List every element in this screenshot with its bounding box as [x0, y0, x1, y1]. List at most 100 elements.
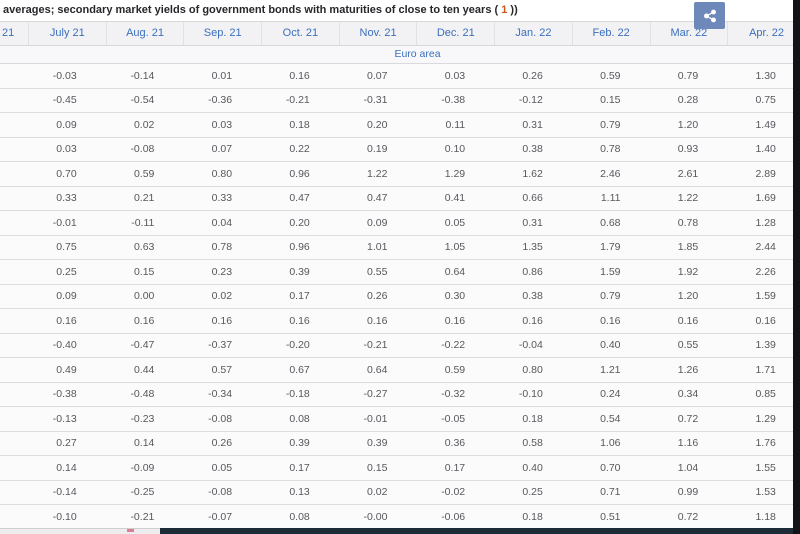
table-cell: -0.45: [52, 94, 77, 107]
table-cell: -0.01: [52, 216, 77, 229]
page-title-suffix: )): [507, 4, 518, 16]
table-cell: -0.10: [518, 388, 543, 401]
table-cell: 0.09: [56, 290, 77, 303]
table-cell: 0.16: [289, 69, 310, 82]
table-cell: 0.59: [600, 69, 621, 82]
table-cell: 0.39: [289, 437, 310, 450]
table-cell: 0.09: [56, 118, 77, 131]
table-cell: 0.31: [522, 118, 543, 131]
table-cell: -0.21: [363, 339, 388, 352]
table-cell: 0.22: [289, 143, 310, 156]
table-cell: 0.16: [600, 314, 621, 327]
table-cell: -0.25: [130, 486, 155, 499]
table-row: -0.38 -0.48 -0.34 -0.18 -0.27 -0.32 -0.10 0.24 0…: [0, 382, 800, 407]
table-cell: 0.79: [600, 290, 621, 303]
table-cell: 0.14: [56, 461, 77, 474]
table-cell: 1.18: [755, 510, 776, 523]
table-cell: 0.16: [367, 314, 388, 327]
table-cell: 0.16: [289, 314, 310, 327]
table-cell: 1.11: [600, 192, 621, 205]
table-cell: -0.02: [441, 486, 466, 499]
table-cell: -0.21: [285, 94, 310, 107]
table-cell: 1.55: [755, 461, 776, 474]
table-cell: 0.68: [600, 216, 621, 229]
table-cell: -0.37: [208, 339, 233, 352]
share-icon: [703, 9, 717, 23]
table-cell: 1.59: [600, 265, 621, 278]
table-cell: 0.02: [133, 118, 155, 131]
table-cell: -0.27: [363, 388, 388, 401]
table-cell: 2.26: [755, 265, 776, 278]
table-cell: 1.20: [677, 118, 699, 131]
table-cell: 0.16: [522, 314, 543, 327]
table-cell: -0.47: [130, 339, 155, 352]
table-cell: 0.07: [367, 69, 388, 82]
table-cell: 0.59: [444, 363, 466, 376]
table-cell: -0.22: [441, 339, 466, 352]
table-cell: 0.02: [211, 290, 233, 303]
table-cell: 1.59: [755, 290, 776, 303]
table-cell: 1.30: [755, 69, 776, 82]
table-cell: 0.39: [289, 265, 310, 278]
table-cell: 0.17: [444, 461, 466, 474]
table-row: 0.09 0.00 0.02 0.17 0.26 0.30 0.38 0.79 1.20 1.59: [0, 284, 800, 309]
table-cell: 0.03: [56, 143, 77, 156]
table-cell: 0.64: [444, 265, 466, 278]
table-cell: 0.49: [56, 363, 77, 376]
table-cell: 0.93: [677, 143, 699, 156]
table-cell: 0.15: [367, 461, 388, 474]
table-cell: -0.08: [130, 143, 155, 156]
column-header: Jan. 22: [495, 22, 573, 45]
bottom-dark-bar: [160, 528, 800, 534]
table-cell: 0.08: [289, 412, 310, 425]
table-cell: 1.26: [677, 363, 699, 376]
table-cell: 0.39: [367, 437, 388, 450]
column-header: Mar. 22: [651, 22, 729, 45]
table-cell: 0.55: [367, 265, 388, 278]
table-cell: 0.11: [445, 118, 466, 131]
table-cell: 0.59: [133, 167, 155, 180]
table-cell: 0.54: [600, 412, 621, 425]
table-cell: 1.71: [755, 363, 776, 376]
table-cell: 0.25: [522, 486, 543, 499]
table-cell: 2.46: [600, 167, 621, 180]
table-cell: 0.38: [522, 290, 543, 303]
table-cell: -0.11: [131, 216, 155, 229]
table-cell: 0.64: [367, 363, 388, 376]
table-cell: 2.61: [677, 167, 699, 180]
table-cell: 0.96: [289, 241, 310, 254]
table-cell: 0.55: [677, 339, 699, 352]
table-cell: 0.16: [444, 314, 466, 327]
table-cell: 0.47: [367, 192, 388, 205]
table-row: 0.49 0.44 0.57 0.67 0.64 0.59 0.80 1.21 1.26 1.71: [0, 358, 800, 383]
table-cell: 2.89: [755, 167, 776, 180]
table-cell: 1.40: [755, 143, 776, 156]
column-header: Feb. 22: [573, 22, 651, 45]
table-cell: -0.40: [52, 339, 77, 352]
bottom-scrollbar-track[interactable]: [0, 528, 160, 534]
table-cell: 1.20: [677, 290, 699, 303]
table-cell: 0.16: [677, 314, 699, 327]
column-header: Nov. 21: [340, 22, 418, 45]
table-cell: 0.34: [677, 388, 699, 401]
share-button[interactable]: [694, 2, 725, 29]
table-cell: -0.04: [518, 339, 543, 352]
table-cell: 1.79: [600, 241, 621, 254]
table-row: -0.45 -0.54 -0.36 -0.21 -0.31 -0.38 -0.12 0.15 0…: [0, 88, 800, 113]
table-cell: 0.70: [56, 167, 77, 180]
table-cell: -0.10: [52, 510, 77, 523]
table-cell: 0.79: [600, 118, 621, 131]
table-cell: 0.79: [677, 69, 699, 82]
table-cell: 0.75: [755, 94, 776, 107]
table-cell: 1.69: [755, 192, 776, 205]
table-cell: 0.03: [444, 69, 466, 82]
table-cell: 0.16: [755, 314, 776, 327]
footnote-link[interactable]: 1: [501, 4, 508, 16]
page-title: averages; secondary market yields of gov…: [0, 0, 518, 16]
table-cell: 0.25: [56, 265, 77, 278]
table-row: -0.01 -0.11 0.04 0.20 0.09 0.05 0.31 0.68 0.78 1.…: [0, 211, 800, 236]
table-cell: 1.04: [677, 461, 699, 474]
table-cell: 1.92: [677, 265, 699, 278]
bottom-pink-marker: [127, 529, 134, 532]
